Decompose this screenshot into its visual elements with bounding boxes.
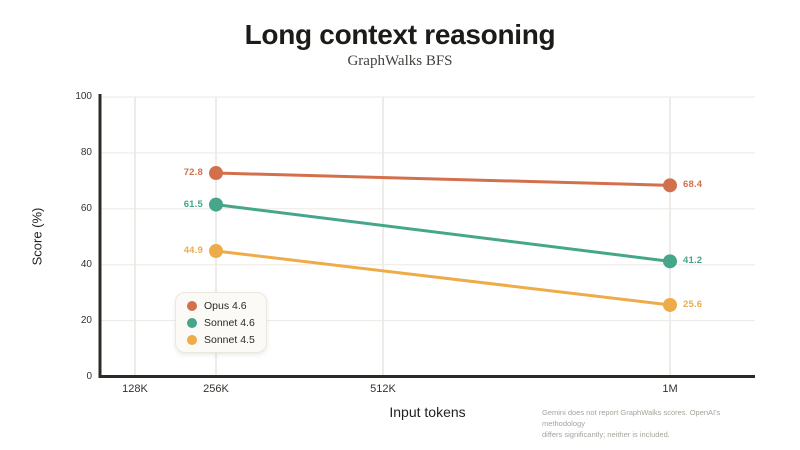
y-tick-label-0: 0 xyxy=(86,370,92,382)
chart-subtitle: GraphWalks BFS xyxy=(347,53,453,69)
data-point-sonnet-4-5-256k xyxy=(209,244,223,259)
value-label-opus-4-6-1m: 68.4 xyxy=(683,179,703,191)
legend-dot-icon xyxy=(187,334,197,345)
y-axis-title: Score (%) xyxy=(29,207,45,266)
x-tick-label-256k: 256K xyxy=(203,383,229,395)
value-label-sonnet-4-5-1m: 25.6 xyxy=(683,298,703,310)
legend-dot-icon xyxy=(187,300,197,311)
legend-item-sonnet-4-6: Sonnet 4.6 xyxy=(187,314,255,331)
value-label-sonnet-4-5-256k: 44.9 xyxy=(183,245,203,256)
value-label-sonnet-4-6-1m: 41.2 xyxy=(683,255,703,267)
y-tick-label-80: 80 xyxy=(80,146,92,158)
legend-label: Sonnet 4.6 xyxy=(204,316,255,329)
x-tick-label-128k: 128K xyxy=(122,383,148,395)
legend-dot-icon xyxy=(187,317,197,328)
value-label-sonnet-4-6-256k: 61.5 xyxy=(183,198,203,210)
data-point-opus-4-6-1m xyxy=(663,178,677,193)
x-axis-title: Input tokens xyxy=(389,404,466,420)
y-tick-label-20: 20 xyxy=(80,314,92,326)
series-line-sonnet-4-5 xyxy=(214,249,672,307)
data-point-sonnet-4-6-256k xyxy=(209,197,223,212)
data-point-sonnet-4-5-1m xyxy=(663,297,677,312)
y-tick-label-40: 40 xyxy=(80,258,92,270)
data-point-sonnet-4-6-1m xyxy=(663,254,677,269)
series-line-opus-4-6 xyxy=(214,171,672,187)
footnote-line-1: Gemini does not report GraphWalks scores… xyxy=(542,408,721,428)
legend-item-sonnet-4-5: Sonnet 4.5 xyxy=(187,331,255,348)
footnote-line-2: differs significantly; neither is includ… xyxy=(542,430,670,439)
x-tick-label-1m: 1M xyxy=(662,383,678,395)
value-label-opus-4-6-256k: 72.8 xyxy=(183,167,203,179)
x-tick-label-512k: 512K xyxy=(370,383,396,395)
y-tick-label-60: 60 xyxy=(80,202,92,214)
legend: Opus 4.6 Sonnet 4.6 Sonnet 4.5 xyxy=(175,292,267,353)
legend-label: Sonnet 4.5 xyxy=(204,333,255,346)
chart-footnote: Gemini does not report GraphWalks scores… xyxy=(542,407,760,440)
legend-label: Opus 4.6 xyxy=(204,299,247,312)
chart-title: Long context reasoning xyxy=(244,19,556,50)
series-line-sonnet-4-6 xyxy=(214,203,672,263)
data-point-opus-4-6-256k xyxy=(209,166,223,181)
y-tick-label-100: 100 xyxy=(75,91,92,102)
legend-item-opus-4-6: Opus 4.6 xyxy=(187,297,255,314)
